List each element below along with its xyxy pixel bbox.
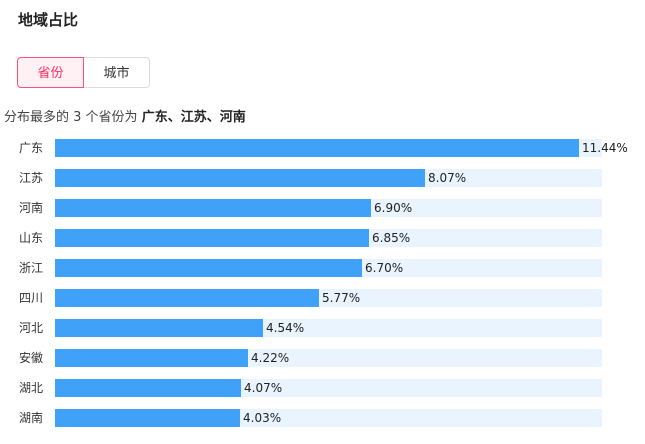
chart-row: 广东 11.44% bbox=[0, 139, 645, 157]
chart-row: 河北 4.54% bbox=[0, 319, 645, 337]
bar bbox=[55, 199, 371, 217]
value-label: 4.22% bbox=[251, 351, 290, 365]
top-provinces-summary: 分布最多的 3 个省份为 广东、江苏、河南 bbox=[4, 106, 246, 125]
category-label: 河南 bbox=[19, 201, 44, 215]
bar bbox=[55, 319, 263, 337]
chart-row: 山东 6.85% bbox=[0, 229, 645, 247]
value-label: 4.03% bbox=[243, 411, 282, 425]
chart-row: 湖南 4.03% bbox=[0, 409, 645, 427]
value-label: 8.07% bbox=[428, 171, 467, 185]
value-label: 6.90% bbox=[374, 201, 413, 215]
category-label: 广东 bbox=[19, 141, 44, 155]
page-title: 地域占比 bbox=[18, 11, 79, 29]
category-label: 浙江 bbox=[19, 261, 44, 275]
value-label: 6.85% bbox=[372, 231, 411, 245]
value-label: 5.77% bbox=[322, 291, 361, 305]
category-label: 河北 bbox=[19, 321, 44, 335]
bar bbox=[55, 289, 319, 307]
bar bbox=[55, 349, 248, 367]
bar bbox=[55, 229, 369, 247]
chart-row: 安徽 4.22% bbox=[0, 349, 645, 367]
value-label: 11.44% bbox=[582, 141, 628, 155]
summary-highlight: 广东、江苏、河南 bbox=[141, 110, 246, 125]
category-label: 江苏 bbox=[19, 171, 44, 185]
category-label: 安徽 bbox=[19, 351, 44, 365]
value-label: 6.70% bbox=[365, 261, 404, 275]
bar bbox=[55, 379, 241, 397]
bar bbox=[55, 169, 425, 187]
bar bbox=[55, 259, 362, 277]
bar bbox=[55, 139, 579, 157]
tab-city[interactable]: 城市 bbox=[84, 57, 150, 88]
category-label: 四川 bbox=[19, 291, 44, 305]
region-tab-group: 省份 城市 bbox=[17, 57, 150, 88]
chart-row: 江苏 8.07% bbox=[0, 169, 645, 187]
value-label: 4.54% bbox=[266, 321, 305, 335]
category-label: 湖北 bbox=[19, 381, 44, 395]
tab-province[interactable]: 省份 bbox=[17, 57, 84, 88]
summary-prefix: 分布最多的 3 个省份为 bbox=[4, 110, 138, 125]
bar bbox=[55, 409, 240, 427]
value-label: 4.07% bbox=[244, 381, 283, 395]
chart-row: 浙江 6.70% bbox=[0, 259, 645, 277]
chart-row: 河南 6.90% bbox=[0, 199, 645, 217]
chart-row: 四川 5.77% bbox=[0, 289, 645, 307]
category-label: 湖南 bbox=[19, 411, 44, 425]
category-label: 山东 bbox=[19, 231, 44, 245]
chart-row: 湖北 4.07% bbox=[0, 379, 645, 397]
